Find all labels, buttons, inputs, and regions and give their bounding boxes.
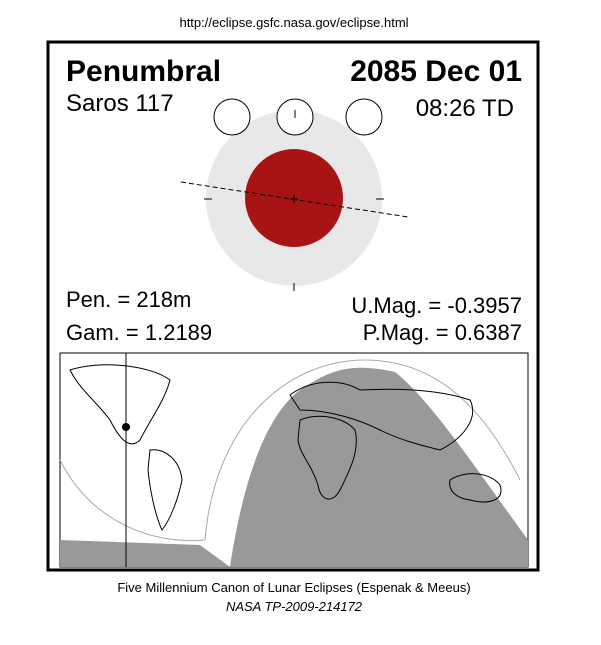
moon-end <box>345 98 383 136</box>
eurasia <box>289 381 474 451</box>
moon-start <box>213 98 251 136</box>
footer-reference: NASA TP-2009-214172 <box>226 599 363 614</box>
africa <box>297 415 357 500</box>
gamma: Gam. = 1.2189 <box>66 320 212 345</box>
footer-canon: Five Millennium Canon of Lunar Eclipses … <box>117 580 470 595</box>
north-america <box>69 364 171 445</box>
time: 08:26 TD <box>416 95 514 122</box>
south-america <box>147 449 183 531</box>
saros: Saros 117 <box>66 90 174 117</box>
eclipse-type: Penumbral <box>66 55 221 88</box>
umbral-magnitude: U.Mag. = -0.3957 <box>351 293 522 318</box>
pen-duration: Pen. = 218m <box>66 287 191 312</box>
visibility-full <box>60 367 528 567</box>
eclipse-date: 2085 Dec 01 <box>350 55 522 88</box>
australia <box>449 473 502 503</box>
penumbral-magnitude: P.Mag. = 0.6387 <box>363 320 522 345</box>
visibility-boundary <box>59 359 521 542</box>
subpoint <box>122 423 130 431</box>
source-url: http://eclipse.gsfc.nasa.gov/eclipse.htm… <box>179 15 408 30</box>
world-map <box>59 352 529 568</box>
